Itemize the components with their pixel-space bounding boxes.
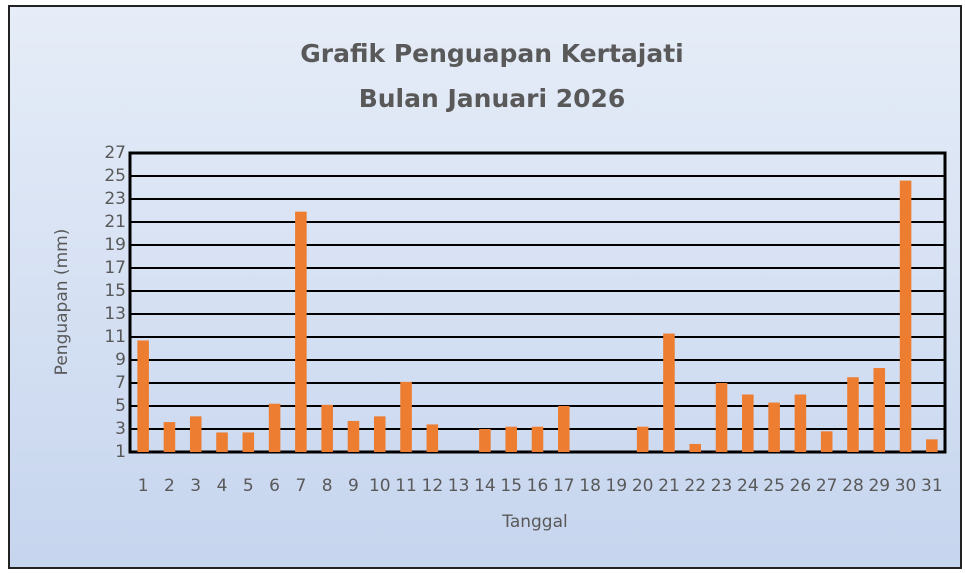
x-tick-label: 20 (632, 476, 654, 496)
x-tick-label: 8 (322, 476, 333, 496)
bar (242, 432, 255, 452)
y-tick-label: 25 (104, 166, 126, 186)
bar (926, 439, 938, 452)
bar (768, 402, 780, 452)
x-tick-label: 2 (164, 476, 175, 496)
y-tick-label: 9 (115, 350, 126, 370)
y-tick-label: 23 (104, 189, 126, 209)
y-axis-label: Penguapan (mm) (52, 229, 72, 376)
y-tick-label: 13 (104, 304, 126, 324)
bar (899, 180, 912, 452)
x-tick-label: 15 (500, 476, 522, 496)
bar (163, 422, 176, 452)
x-tick-label: 11 (395, 476, 417, 496)
x-tick-label: 1 (138, 476, 149, 496)
x-tick-label: 19 (606, 476, 628, 496)
x-tick-label: 16 (527, 476, 549, 496)
x-tick-label: 23 (711, 476, 733, 496)
chart-background (8, 5, 962, 569)
x-tick-label: 3 (190, 476, 201, 496)
x-tick-label: 5 (243, 476, 254, 496)
x-tick-label: 6 (269, 476, 280, 496)
x-tick-label: 14 (474, 476, 496, 496)
bar (742, 394, 754, 452)
x-tick-label: 29 (868, 476, 890, 496)
bar (426, 424, 439, 452)
bar (820, 431, 833, 452)
y-tick-label: 3 (115, 419, 126, 439)
x-tick-label: 22 (684, 476, 706, 496)
x-tick-label: 21 (658, 476, 680, 496)
bar (479, 429, 491, 452)
x-tick-label: 18 (579, 476, 601, 496)
x-tick-label: 26 (790, 476, 812, 496)
y-tick-label: 27 (104, 143, 126, 163)
x-tick-label: 17 (553, 476, 575, 496)
bar (689, 443, 702, 452)
x-tick-label: 4 (217, 476, 228, 496)
x-tick-label: 13 (448, 476, 470, 496)
bar (794, 394, 807, 452)
bar (295, 211, 307, 452)
x-tick-label: 30 (895, 476, 917, 496)
bar (137, 340, 149, 452)
bar (347, 420, 360, 452)
x-tick-label: 10 (369, 476, 391, 496)
bar (373, 416, 386, 452)
chart-subtitle: Bulan Januari 2026 (359, 84, 626, 113)
x-axis-label: Tanggal (501, 512, 568, 532)
x-tick-label: 12 (422, 476, 444, 496)
x-tick-label: 7 (295, 476, 306, 496)
bar (636, 426, 649, 452)
bar (400, 381, 412, 452)
chart-title: Grafik Penguapan Kertajati (300, 39, 683, 68)
y-tick-label: 5 (115, 396, 126, 416)
x-tick-label: 25 (763, 476, 785, 496)
x-tick-label: 9 (348, 476, 359, 496)
x-tick-label: 31 (921, 476, 943, 496)
bar (321, 404, 333, 452)
y-tick-label: 7 (115, 373, 126, 393)
y-tick-label: 19 (104, 235, 126, 255)
x-tick-label: 24 (737, 476, 759, 496)
y-tick-label: 11 (104, 327, 126, 347)
y-tick-label: 17 (104, 258, 126, 278)
x-tick-label: 27 (816, 476, 838, 496)
bar (558, 406, 570, 452)
bar (873, 368, 886, 452)
bar (505, 426, 517, 452)
bar (847, 377, 859, 452)
bar (268, 403, 281, 452)
y-tick-label: 1 (115, 442, 126, 462)
bar (216, 432, 228, 452)
y-tick-label: 15 (104, 281, 126, 301)
bar (715, 383, 728, 452)
bar (189, 416, 202, 452)
y-tick-label: 21 (104, 212, 126, 232)
bar (531, 426, 544, 452)
x-tick-label: 28 (842, 476, 864, 496)
bar (663, 333, 675, 452)
